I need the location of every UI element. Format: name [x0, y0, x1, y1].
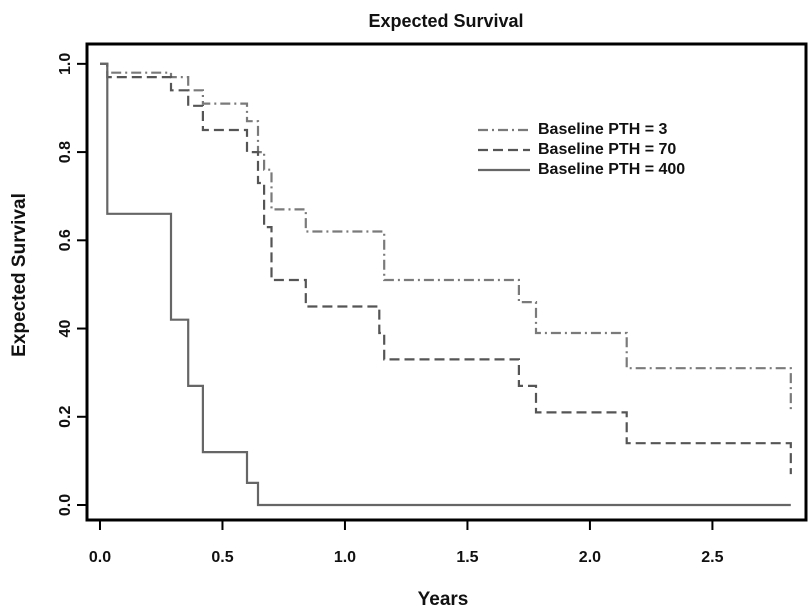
y-axis-label: Expected Survival — [9, 193, 30, 357]
x-tick-label: 1.0 — [334, 549, 356, 566]
x-tick-label: 2.5 — [701, 549, 723, 566]
x-tick-label: 1.5 — [456, 549, 478, 566]
y-tick-label: 40 — [57, 320, 74, 338]
survival-line — [100, 62, 792, 475]
x-tick-label: 0.0 — [89, 549, 111, 566]
y-tick-label: 0.8 — [57, 141, 74, 163]
y-tick-label: 0.6 — [57, 229, 74, 251]
legend-label: Baseline PTH = 400 — [538, 161, 685, 178]
plot-frame — [85, 42, 808, 522]
y-tick-label: 0.2 — [57, 406, 74, 428]
legend-label: Baseline PTH = 70 — [538, 141, 676, 158]
x-tick-label: 2.0 — [579, 549, 601, 566]
y-tick-label: 0.0 — [57, 494, 74, 516]
survival-line — [100, 62, 791, 507]
chart-title: Expected Survival — [368, 11, 523, 31]
y-tick-label: 1.0 — [57, 53, 74, 75]
legend-label: Baseline PTH = 3 — [538, 121, 667, 138]
x-axis-label: Years — [418, 589, 469, 610]
x-tick-label: 0.5 — [211, 549, 233, 566]
survival-line — [100, 62, 792, 413]
